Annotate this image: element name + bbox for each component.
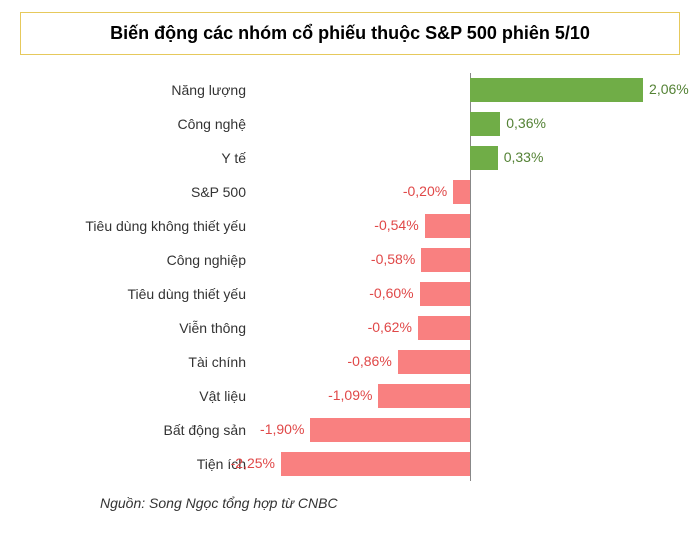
chart-row: S&P 500 -0,20% (20, 175, 680, 209)
chart-title-box: Biến động các nhóm cổ phiếu thuộc S&P 50… (20, 12, 680, 55)
chart-row: Viễn thông -0,62% (20, 311, 680, 345)
chart-row: Công nghệ 0,36% (20, 107, 680, 141)
zero-axis (470, 175, 471, 209)
zero-axis (470, 277, 471, 311)
chart-row: Vật liệu -1,09% (20, 379, 680, 413)
bar-container: -1,09% (260, 379, 680, 413)
bar-container: -0,86% (260, 345, 680, 379)
zero-axis (470, 379, 471, 413)
chart-area: Năng lượng2,06%Công nghệ0,36%Y tế0,33%S&… (20, 73, 680, 481)
bar-value-label: -1,09% (328, 387, 372, 403)
bar-container: -0,58% (260, 243, 680, 277)
zero-axis (470, 243, 471, 277)
zero-axis (470, 447, 471, 481)
bar-value-label: -0,62% (368, 319, 412, 335)
chart-source: Nguồn: Song Ngọc tổng hợp từ CNBC (20, 495, 680, 511)
bar-value-label: -2,25% (231, 455, 275, 471)
bar-container: 0,33% (260, 141, 680, 175)
bar-value-label: -1,90% (260, 421, 304, 437)
category-label: Năng lượng (20, 82, 260, 98)
bar (470, 112, 500, 136)
zero-axis (470, 413, 471, 447)
zero-axis (470, 311, 471, 345)
bar-container: 0,36% (260, 107, 680, 141)
category-label: Tiêu dùng thiết yếu (20, 286, 260, 302)
zero-axis (470, 209, 471, 243)
bar (420, 282, 470, 306)
chart-row: Tiêu dùng không thiết yếu -0,54% (20, 209, 680, 243)
bar (453, 180, 470, 204)
chart-title: Biến động các nhóm cổ phiếu thuộc S&P 50… (110, 23, 590, 43)
bar (425, 214, 470, 238)
chart-row: Năng lượng2,06% (20, 73, 680, 107)
category-label: Tiêu dùng không thiết yếu (20, 218, 260, 234)
bar (470, 78, 643, 102)
category-label: S&P 500 (20, 184, 260, 200)
bar (281, 452, 470, 476)
bar-value-label: -0,60% (369, 285, 413, 301)
bar-value-label: -0,54% (374, 217, 418, 233)
category-label: Công nghiệp (20, 252, 260, 268)
bar-container: -0,60% (260, 277, 680, 311)
bar-value-label: 2,06% (649, 81, 689, 97)
category-label: Tài chính (20, 354, 260, 370)
source-label: Nguồn: (100, 495, 145, 511)
zero-axis (470, 345, 471, 379)
bar-value-label: 0,33% (504, 149, 544, 165)
bar-container: -0,54% (260, 209, 680, 243)
category-label: Tiện ích (20, 456, 260, 472)
chart-row: Bất động sản-1,90% (20, 413, 680, 447)
bar-container: -1,90% (260, 413, 680, 447)
chart-row: Y tế 0,33% (20, 141, 680, 175)
category-label: Viễn thông (20, 320, 260, 336)
bar-value-label: 0,36% (506, 115, 546, 131)
bar (470, 146, 498, 170)
bar (310, 418, 470, 442)
chart-row: Tiêu dùng thiết yếu -0,60% (20, 277, 680, 311)
bar-container: -2,25% (260, 447, 680, 481)
category-label: Công nghệ (20, 116, 260, 132)
chart-row: Công nghiệp -0,58% (20, 243, 680, 277)
chart-row: Tài chính -0,86% (20, 345, 680, 379)
bar-value-label: -0,58% (371, 251, 415, 267)
category-label: Bất động sản (20, 422, 260, 438)
bar-container: -0,20% (260, 175, 680, 209)
bar (418, 316, 470, 340)
bar-value-label: -0,20% (403, 183, 447, 199)
source-text: Song Ngọc tổng hợp từ CNBC (149, 495, 338, 511)
bar-container: -0,62% (260, 311, 680, 345)
category-label: Vật liệu (20, 388, 260, 404)
bar (421, 248, 470, 272)
bar-container: 2,06% (260, 73, 680, 107)
chart-row: Tiện ích-2,25% (20, 447, 680, 481)
bar (378, 384, 470, 408)
bar-value-label: -0,86% (347, 353, 391, 369)
bar (398, 350, 470, 374)
category-label: Y tế (20, 150, 260, 166)
